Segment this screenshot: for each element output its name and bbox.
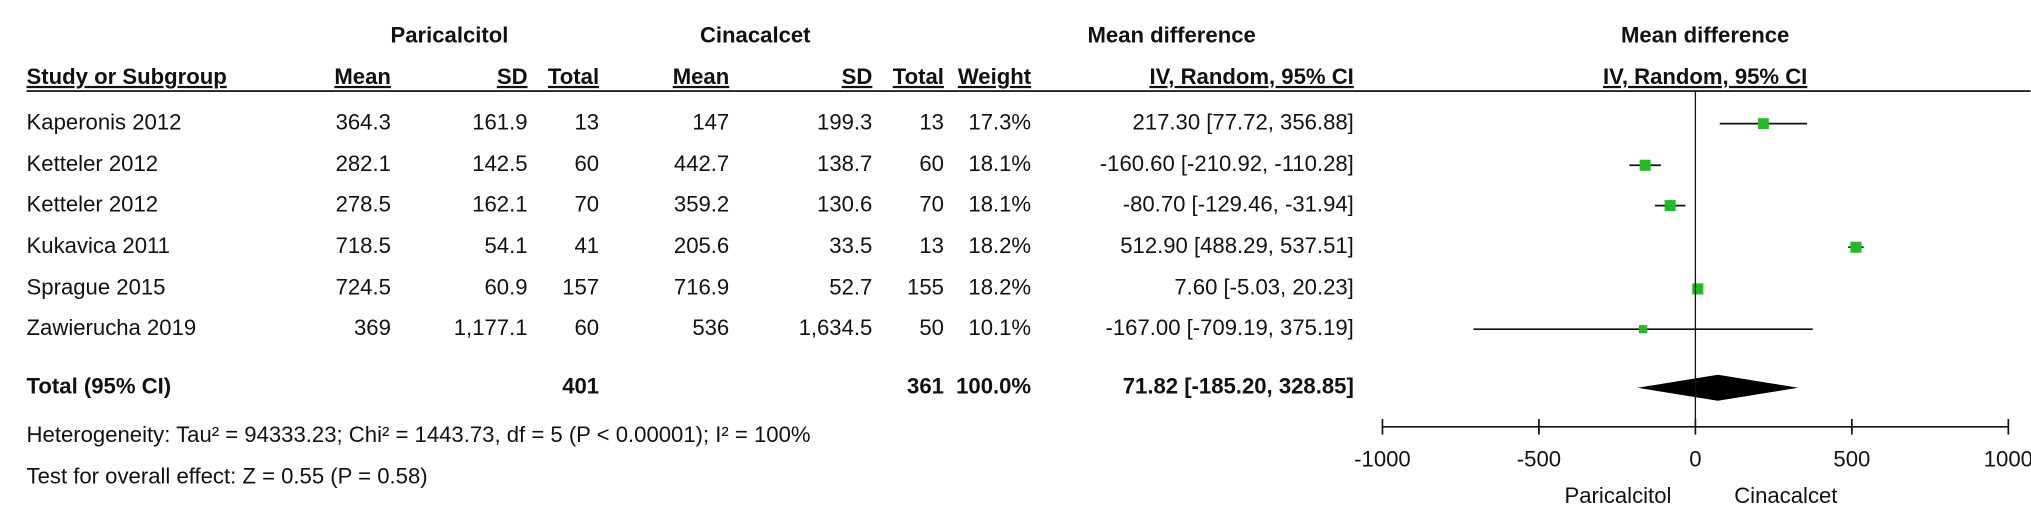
- column-header: Total: [548, 64, 599, 89]
- table-cell: 442.7: [674, 151, 729, 176]
- effect-square: [1692, 283, 1704, 295]
- table-cell: 147: [692, 109, 729, 134]
- group-header: Mean difference: [1087, 22, 1255, 47]
- effect-square: [1639, 159, 1651, 171]
- table-cell: 13: [919, 109, 944, 134]
- table-cell: 60: [919, 151, 944, 176]
- study-name: Sprague 2015: [27, 275, 166, 300]
- column-header: IV, Random, 95% CI: [1149, 64, 1353, 89]
- total-weight: 100.0%: [956, 374, 1031, 399]
- group-header: Paricalcitol: [390, 22, 508, 47]
- plot-title: Mean difference: [1621, 22, 1789, 47]
- x-tick-label: 500: [1833, 446, 1870, 471]
- table-cell: 1,634.5: [799, 315, 873, 340]
- table-cell: 364.3: [336, 109, 391, 134]
- ci-label: -80.70 [-129.46, -31.94]: [1123, 191, 1354, 216]
- study-name: Zawierucha 2019: [27, 315, 197, 340]
- ci-label: 7.60 [-5.03, 20.23]: [1174, 275, 1353, 300]
- table-cell: 52.7: [829, 275, 872, 300]
- total-label: Total (95% CI): [27, 374, 172, 399]
- table-cell: 70: [575, 191, 600, 216]
- study-name: Ketteler 2012: [27, 191, 159, 216]
- heterogeneity: Heterogeneity: Tau² = 94333.23; Chi² = 1…: [27, 422, 811, 447]
- favours-left: Paricalcitol: [1565, 483, 1672, 508]
- table-cell: 70: [919, 191, 944, 216]
- effect-square: [1664, 200, 1676, 212]
- table-cell: 60: [575, 315, 600, 340]
- ci-label: -167.00 [-709.19, 375.19]: [1106, 315, 1354, 340]
- table-cell: 716.9: [674, 275, 729, 300]
- weight: 18.2%: [968, 233, 1031, 258]
- table-cell: 162.1: [472, 191, 527, 216]
- table-cell: 50: [919, 315, 944, 340]
- favours-right: Cinacalcet: [1734, 483, 1837, 508]
- weight: 18.1%: [968, 191, 1031, 216]
- table-cell: 130.6: [817, 191, 872, 216]
- weight: 18.1%: [968, 151, 1031, 176]
- total-n: 401: [562, 374, 599, 399]
- table-cell: 161.9: [472, 109, 527, 134]
- table-cell: 536: [692, 315, 729, 340]
- group-header: Cinacalcet: [700, 22, 811, 47]
- table-cell: 359.2: [674, 191, 729, 216]
- table-cell: 278.5: [336, 191, 391, 216]
- x-tick-label: -500: [1517, 446, 1561, 471]
- total-ci: 71.82 [-185.20, 328.85]: [1123, 374, 1354, 399]
- study-name: Ketteler 2012: [27, 151, 159, 176]
- plot-subtitle: IV, Random, 95% CI: [1603, 64, 1807, 89]
- table-cell: 718.5: [336, 233, 391, 258]
- table-cell: 54.1: [484, 233, 527, 258]
- table-cell: 142.5: [472, 151, 527, 176]
- summary-diamond: [1637, 374, 1799, 401]
- table-cell: 60.9: [484, 275, 527, 300]
- effect-square: [1757, 118, 1769, 130]
- column-header: Mean: [673, 64, 730, 89]
- weight: 18.2%: [968, 275, 1031, 300]
- weight: 17.3%: [968, 109, 1031, 134]
- table-cell: 41: [575, 233, 600, 258]
- study-name: Kukavica 2011: [27, 233, 170, 258]
- ci-label: -160.60 [-210.92, -110.28]: [1100, 151, 1354, 176]
- overall-effect: Test for overall effect: Z = 0.55 (P = 0…: [27, 463, 428, 488]
- table-cell: 157: [562, 275, 599, 300]
- weight: 10.1%: [968, 315, 1031, 340]
- table-cell: 1,177.1: [454, 315, 528, 340]
- study-name: Kaperonis 2012: [27, 109, 182, 134]
- table-cell: 282.1: [336, 151, 391, 176]
- table-cell: 138.7: [817, 151, 872, 176]
- ci-label: 217.30 [77.72, 356.88]: [1133, 109, 1354, 134]
- total-n: 361: [907, 374, 944, 399]
- table-cell: 199.3: [817, 109, 872, 134]
- table-cell: 724.5: [336, 275, 391, 300]
- ci-label: 512.90 [488.29, 537.51]: [1120, 233, 1354, 258]
- table-cell: 205.6: [674, 233, 729, 258]
- table-cell: 33.5: [829, 233, 872, 258]
- column-header: SD: [497, 64, 528, 89]
- column-header: Mean: [334, 64, 391, 89]
- column-header: Study or Subgroup: [27, 64, 227, 89]
- effect-square: [1850, 241, 1862, 253]
- table-cell: 155: [907, 275, 944, 300]
- table-cell: 60: [575, 151, 600, 176]
- column-header: Weight: [958, 64, 1032, 89]
- table-cell: 369: [354, 315, 391, 340]
- x-tick-label: 1000: [1984, 446, 2031, 471]
- effect-square: [1638, 325, 1648, 334]
- column-header: Total: [893, 64, 944, 89]
- column-header: SD: [842, 64, 873, 89]
- table-cell: 13: [919, 233, 944, 258]
- x-tick-label: -1000: [1354, 446, 1411, 471]
- x-tick-label: 0: [1689, 446, 1701, 471]
- table-cell: 13: [575, 109, 600, 134]
